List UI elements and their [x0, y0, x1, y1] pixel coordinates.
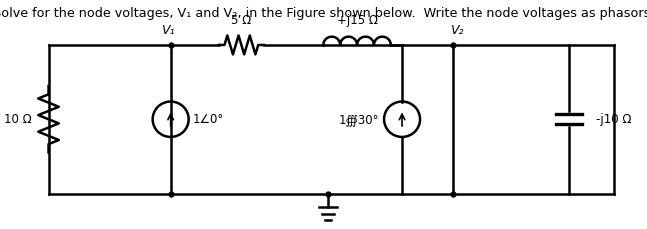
Text: V₁: V₁ [160, 24, 174, 37]
Text: +j15 Ω: +j15 Ω [336, 14, 378, 27]
Text: 5 Ω: 5 Ω [231, 14, 252, 27]
Text: 1∰30°: 1∰30° [339, 113, 380, 126]
Text: 1∠0°: 1∠0° [193, 113, 225, 126]
Text: Solve for the node voltages, V₁ and V₂, in the Figure shown below.  Write the no: Solve for the node voltages, V₁ and V₂, … [0, 7, 647, 20]
Text: -j10 Ω: -j10 Ω [596, 113, 631, 126]
Text: 10 Ω: 10 Ω [4, 113, 32, 126]
Text: V₂: V₂ [450, 24, 463, 37]
